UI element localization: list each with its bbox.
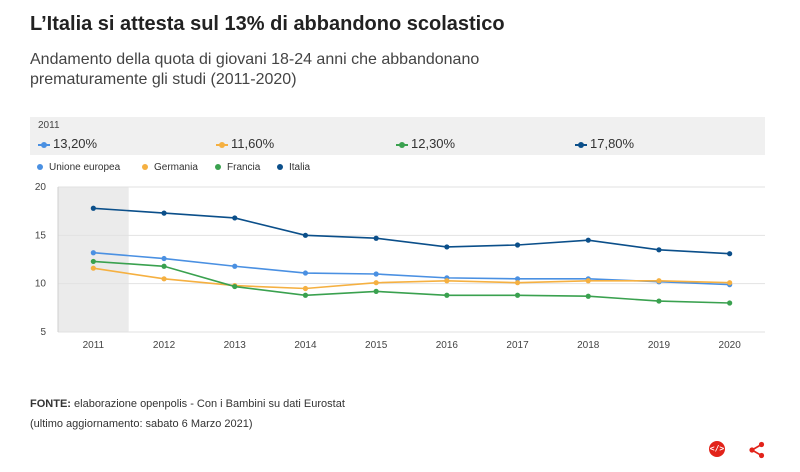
x-tick-label: 2014 (294, 340, 317, 351)
data-point-germania (585, 278, 591, 284)
line-marker-icon (216, 141, 228, 149)
data-point-italia (585, 237, 591, 243)
data-point-italia (373, 235, 379, 241)
data-point-italia (90, 205, 96, 211)
data-point-francia (373, 288, 379, 294)
data-point-francia (514, 292, 521, 298)
line-marker-icon (38, 141, 50, 149)
legend-item-germania[interactable]: Germania (142, 162, 198, 173)
tooltip-value-italia: 17,80% (575, 136, 634, 151)
x-tick-label: 2012 (153, 340, 176, 351)
source-note: FONTE: elaborazione openpolis - Con i Ba… (30, 398, 345, 410)
data-point-francia (90, 258, 96, 265)
data-point-unione-europea (302, 270, 309, 276)
data-point-germania (514, 280, 521, 286)
x-tick-label: 2019 (648, 340, 671, 351)
last-updated-note: (ultimo aggiornamento: sabato 6 Marzo 20… (30, 418, 253, 430)
x-tick-label: 2017 (506, 340, 529, 351)
tooltip-year: 2011 (38, 120, 60, 131)
series-line-francia (93, 260, 730, 304)
data-point-germania (302, 285, 309, 292)
series-line-italia (93, 207, 730, 255)
data-point-italia (514, 242, 521, 248)
series-line-germania (93, 267, 730, 290)
tooltip-bar: 2011 13,20% 11,60% 12,30% 17,80% (30, 117, 765, 155)
data-point-germania (727, 280, 733, 286)
data-point-francia (444, 292, 450, 298)
y-tick-label: 5 (40, 327, 46, 338)
data-point-francia (727, 300, 733, 306)
data-point-italia (444, 244, 450, 250)
line-marker-icon (575, 141, 587, 149)
data-point-unione-europea (373, 271, 379, 277)
legend-dot-icon (142, 164, 148, 171)
tooltip-value-unione-europea: 13,20% (38, 136, 97, 151)
data-point-germania (656, 278, 662, 284)
embed-icon[interactable]: </> (709, 441, 725, 457)
data-point-italia (232, 215, 238, 221)
x-tick-label: 2011 (83, 340, 105, 351)
x-tick-label: 2013 (224, 340, 247, 351)
data-point-unione-europea (232, 263, 238, 269)
x-tick-label: 2015 (365, 340, 388, 351)
tooltip-value-germania: 11,60% (216, 136, 274, 151)
legend-dot-icon (37, 164, 43, 171)
data-point-germania (373, 280, 379, 286)
data-point-francia (161, 263, 167, 269)
line-marker-icon (396, 141, 408, 149)
series-line-unione-europea (93, 251, 730, 286)
data-point-francia (656, 298, 662, 304)
data-point-italia (656, 247, 662, 253)
data-point-germania (90, 265, 96, 271)
x-tick-label: 2018 (577, 340, 600, 351)
share-icon[interactable] (748, 441, 766, 459)
data-point-germania (161, 276, 167, 282)
chart-subtitle: Andamento della quota di giovani 18-24 a… (30, 51, 480, 88)
legend-item-italia[interactable]: Italia (277, 162, 310, 173)
y-tick-label: 15 (35, 230, 47, 241)
y-tick-label: 10 (35, 279, 47, 290)
legend-dot-icon (215, 164, 221, 171)
legend-item-francia[interactable]: Francia (215, 162, 260, 173)
x-tick-label: 2016 (436, 340, 459, 351)
y-tick-label: 20 (35, 182, 47, 193)
data-point-unione-europea (514, 276, 521, 282)
tooltip-value-francia: 12,30% (396, 136, 455, 151)
data-point-francia (232, 283, 238, 290)
data-point-italia (727, 251, 733, 257)
data-point-unione-europea (90, 250, 96, 256)
chart-title: L’Italia si attesta sul 13% di abbandono… (30, 13, 505, 35)
x-tick-label: 2020 (719, 340, 742, 351)
legend-dot-icon (277, 164, 283, 171)
data-point-unione-europea (161, 255, 167, 262)
data-point-francia (585, 293, 591, 299)
data-point-germania (444, 278, 450, 284)
data-point-italia (302, 232, 309, 238)
data-point-francia (302, 292, 309, 298)
legend-item-unione-europea[interactable]: Unione europea (37, 162, 120, 173)
data-point-italia (161, 210, 167, 216)
